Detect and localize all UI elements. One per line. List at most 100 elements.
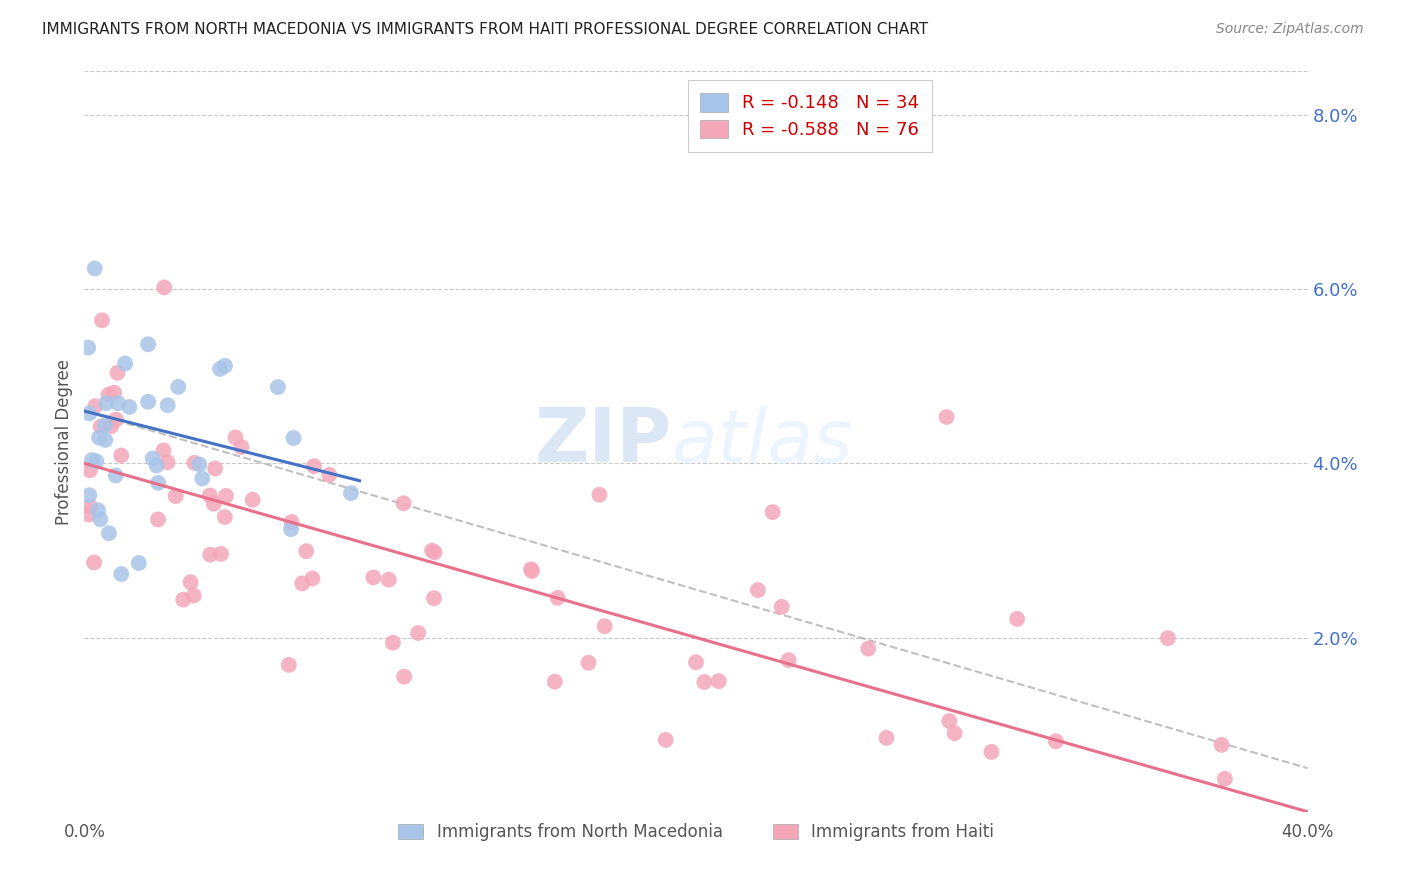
Point xyxy=(214,510,236,524)
Point xyxy=(588,488,610,502)
Point xyxy=(707,674,730,689)
Point xyxy=(136,394,159,409)
Point xyxy=(1211,738,1233,752)
Point xyxy=(145,458,167,473)
Point xyxy=(406,626,429,640)
Point xyxy=(167,380,190,394)
Point xyxy=(128,556,150,570)
Point xyxy=(654,732,676,747)
Point xyxy=(146,475,169,490)
Point xyxy=(79,500,101,514)
Point xyxy=(318,467,340,482)
Point xyxy=(1045,734,1067,748)
Point xyxy=(191,471,214,485)
Point xyxy=(204,461,226,475)
Point xyxy=(770,599,793,614)
Point xyxy=(381,636,404,650)
Point xyxy=(87,503,110,517)
Point xyxy=(77,341,100,355)
Point xyxy=(280,515,302,529)
Point xyxy=(183,589,205,603)
Point xyxy=(302,459,325,474)
Point xyxy=(778,653,800,667)
Point xyxy=(84,399,107,413)
Point xyxy=(420,543,443,558)
Point xyxy=(544,674,567,689)
Point xyxy=(79,463,101,477)
Point xyxy=(578,656,600,670)
Point xyxy=(100,419,122,434)
Point xyxy=(146,512,169,526)
Point xyxy=(215,489,238,503)
Point xyxy=(224,430,246,444)
Point xyxy=(156,398,179,412)
Point xyxy=(114,356,136,370)
Point xyxy=(104,468,127,483)
Point xyxy=(107,366,129,380)
Text: Source: ZipAtlas.com: Source: ZipAtlas.com xyxy=(1216,22,1364,37)
Point xyxy=(97,526,120,541)
Point xyxy=(209,362,232,376)
Point xyxy=(198,488,221,502)
Point xyxy=(267,380,290,394)
Point xyxy=(231,440,253,454)
Point xyxy=(280,522,302,536)
Point xyxy=(875,731,897,745)
Point xyxy=(183,456,205,470)
Point xyxy=(547,591,569,605)
Point xyxy=(520,564,543,578)
Point xyxy=(1157,631,1180,645)
Point xyxy=(83,556,105,570)
Point xyxy=(301,572,323,586)
Point xyxy=(685,655,707,669)
Point xyxy=(90,419,112,434)
Point xyxy=(110,567,132,582)
Text: IMMIGRANTS FROM NORTH MACEDONIA VS IMMIGRANTS FROM HAITI PROFESSIONAL DEGREE COR: IMMIGRANTS FROM NORTH MACEDONIA VS IMMIG… xyxy=(42,22,928,37)
Point xyxy=(209,547,232,561)
Point xyxy=(107,396,129,410)
Point xyxy=(91,313,114,327)
Point xyxy=(858,641,880,656)
Point xyxy=(165,489,187,503)
Point xyxy=(79,488,101,502)
Point xyxy=(1005,612,1028,626)
Point xyxy=(152,443,174,458)
Point xyxy=(1315,779,1337,793)
Point xyxy=(363,570,385,584)
Point xyxy=(142,451,165,466)
Point xyxy=(172,592,194,607)
Point xyxy=(423,545,446,559)
Point xyxy=(153,280,176,294)
Point xyxy=(87,431,110,445)
Point xyxy=(938,714,960,728)
Point xyxy=(935,409,957,424)
Point xyxy=(295,544,318,558)
Point xyxy=(693,675,716,690)
Point xyxy=(188,458,211,472)
Point xyxy=(118,400,141,414)
Point xyxy=(79,406,101,420)
Point xyxy=(105,412,128,426)
Point xyxy=(202,497,225,511)
Point xyxy=(94,418,117,433)
Point xyxy=(103,385,125,400)
Legend: Immigrants from North Macedonia, Immigrants from Haiti: Immigrants from North Macedonia, Immigra… xyxy=(391,816,1001,847)
Point xyxy=(392,496,415,510)
Point xyxy=(980,745,1002,759)
Point xyxy=(423,591,446,606)
Point xyxy=(180,575,202,590)
Point xyxy=(747,583,769,598)
Point xyxy=(520,562,543,576)
Point xyxy=(1213,772,1236,786)
Point xyxy=(77,508,100,522)
Point xyxy=(89,512,111,526)
Point xyxy=(1323,779,1346,793)
Point xyxy=(377,573,399,587)
Point xyxy=(943,726,966,740)
Point xyxy=(156,455,179,469)
Text: atlas: atlas xyxy=(672,406,853,477)
Point xyxy=(80,453,103,467)
Point xyxy=(593,619,616,633)
Point xyxy=(83,261,105,276)
Point xyxy=(277,657,299,672)
